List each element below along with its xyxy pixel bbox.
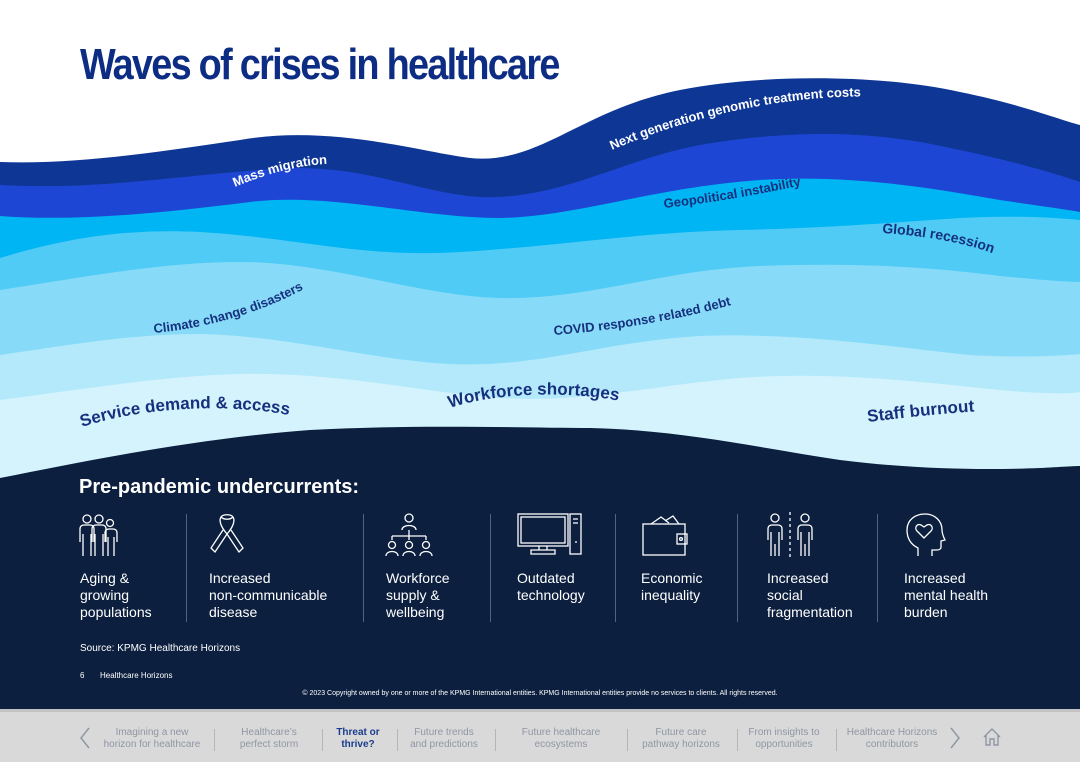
people-group-icon [77, 512, 123, 558]
page-number: 6 [80, 671, 85, 680]
waves-illustration: Next generation genomic treatment costs … [0, 78, 1080, 720]
nav-separator [214, 729, 215, 751]
nav-item-contributors[interactable]: Healthcare Horizons contributors [846, 727, 938, 750]
next-arrow-button[interactable] [948, 726, 962, 755]
nav-separator [495, 729, 496, 751]
nav-item-threat-or-thrive[interactable]: Threat or thrive? [336, 727, 380, 750]
section-navigation: Imagining a new horizon for healthcare H… [0, 709, 1080, 762]
nav-separator [737, 729, 738, 751]
undercurrent-label-aging: Aging & growing populations [80, 570, 152, 620]
org-chart-icon [385, 512, 433, 558]
undercurrents-title: Pre-pandemic undercurrents: [79, 476, 360, 498]
column-divider [615, 514, 616, 622]
nav-item-perfect-storm[interactable]: Healthcare’s perfect storm [239, 727, 299, 750]
column-divider [877, 514, 878, 622]
page-title: Waves of crises in healthcare [80, 40, 560, 89]
undercurrent-label-ncd: Increased non-communicable disease [209, 570, 328, 620]
computer-monitor-icon [517, 512, 583, 558]
column-divider [186, 514, 187, 622]
nav-separator [322, 729, 323, 751]
publication-name: Healthcare Horizons [100, 671, 173, 680]
nav-separator [627, 729, 628, 751]
separated-people-icon [764, 512, 816, 558]
nav-item-ecosystems[interactable]: Future healthcare ecosystems [521, 727, 601, 750]
chevron-left-icon [80, 727, 90, 749]
column-divider [737, 514, 738, 622]
undercurrent-label-mental-health: Increased mental health burden [904, 570, 989, 620]
previous-arrow-button[interactable] [78, 726, 92, 755]
undercurrent-label-technology: Outdated technology [517, 570, 585, 603]
awareness-ribbon-icon [207, 512, 247, 558]
wallet-icon [641, 512, 691, 558]
chevron-right-icon [950, 727, 960, 749]
nav-item-imagining[interactable]: Imagining a new horizon for healthcare [103, 727, 201, 750]
nav-separator [397, 729, 398, 751]
copyright-notice: © 2023 Copyright owned by one or more of… [302, 690, 778, 697]
home-icon [983, 728, 1001, 746]
home-button[interactable] [982, 727, 1002, 752]
column-divider [363, 514, 364, 622]
nav-separator [836, 729, 837, 751]
dark-ground [0, 426, 1080, 720]
nav-item-future-trends[interactable]: Future trends and predictions [410, 727, 478, 750]
undercurrent-label-workforce: Workforce supply & wellbeing [386, 570, 450, 620]
undercurrent-label-fragmentation: Increased social fragmentation [767, 570, 853, 620]
head-heart-icon [904, 512, 946, 558]
nav-item-insights[interactable]: From insights to opportunities [748, 727, 820, 750]
column-divider [490, 514, 491, 622]
source-note: Source: KPMG Healthcare Horizons [80, 643, 241, 654]
nav-item-care-pathway[interactable]: Future care pathway horizons [642, 727, 720, 750]
undercurrent-label-inequality: Economic inequality [641, 570, 703, 603]
